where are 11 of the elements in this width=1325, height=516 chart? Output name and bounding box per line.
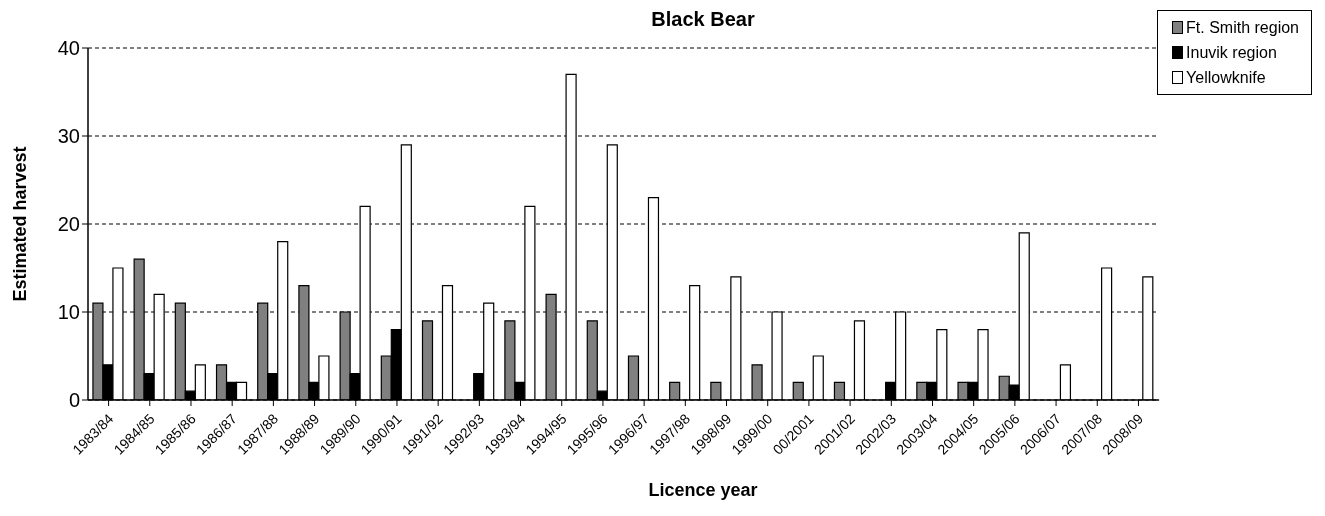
x-axis-title: Licence year (647, 480, 759, 501)
legend-label: Ft. Smith region (1186, 18, 1299, 37)
y-axis-title: Estimated harvest (10, 146, 31, 302)
y-tick-label: 10 (57, 301, 80, 324)
y-tick-label: 40 (57, 37, 80, 60)
legend-label: Inuvik region (1186, 43, 1277, 62)
legend-label: Yellowknife (1186, 68, 1266, 87)
chart-title: Black Bear (651, 8, 755, 30)
y-tick-label: 20 (57, 213, 80, 236)
y-tick-label: 30 (57, 125, 80, 148)
y-tick-label: 0 (68, 389, 80, 412)
